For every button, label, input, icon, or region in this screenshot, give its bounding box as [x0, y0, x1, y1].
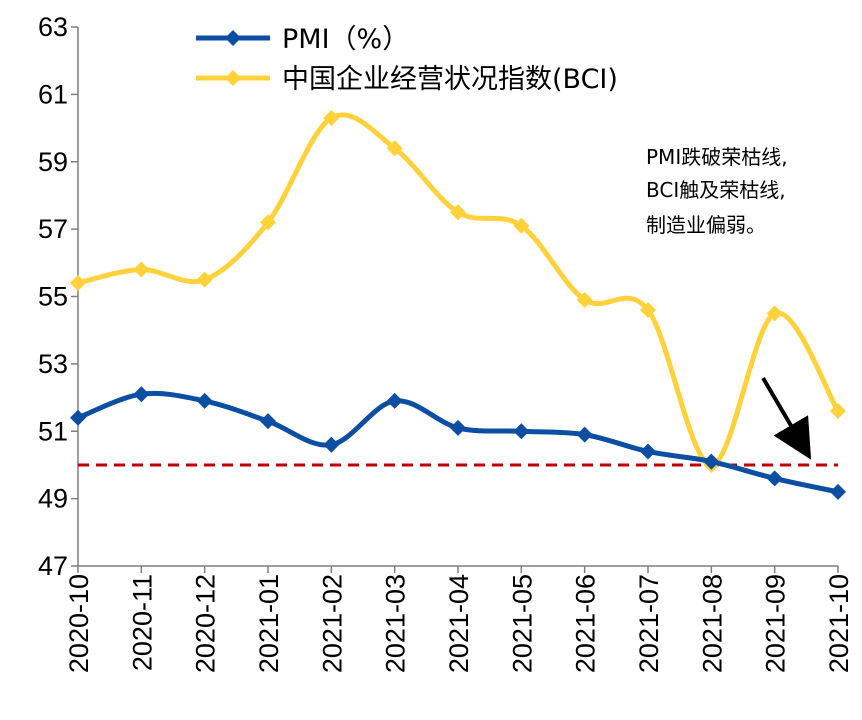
axes-layer: 47 49 51 53 55 57 59 61 63 2020-10 2020-11 2020-12 2… [38, 12, 854, 673]
data-point-bci [70, 275, 86, 292]
annotation-line-3: 制造业偏弱。 [646, 213, 766, 237]
data-point-pmi [386, 392, 403, 409]
data-point-bci [386, 140, 403, 157]
y-tick-label: 61 [38, 79, 68, 109]
annotation: PMI跌破荣枯线, BCI触及荣枯线, 制造业偏弱。 [646, 145, 812, 460]
data-point-bci [196, 271, 213, 288]
x-tick-label: 2020-11 [127, 574, 157, 671]
x-tick-label: 2020-10 [64, 574, 94, 673]
data-point-bci [576, 291, 593, 308]
data-point-pmi [513, 423, 530, 440]
series-line-pmi [75, 390, 841, 495]
x-tick-label: 2021-05 [507, 574, 537, 673]
x-tick-label: 2021-08 [697, 574, 727, 673]
legend-pmi-label: PMI（%） [282, 24, 409, 55]
data-point-bci [830, 403, 846, 420]
annotation-arrow [761, 376, 812, 460]
data-point-bci [513, 217, 530, 234]
x-tick-label: 2021-03 [381, 574, 411, 673]
x-tick-label: 2021-01 [254, 574, 284, 673]
annotation-line-2: BCI触及荣枯线, [646, 178, 786, 202]
y-tick-label: 53 [38, 349, 68, 379]
legend: PMI（%） 中国企业经营状况指数(BCI) [196, 24, 618, 95]
annotation-line-1: PMI跌破荣枯线, [646, 145, 788, 169]
x-tick-label: 2021-07 [634, 574, 664, 673]
data-point-bci [260, 214, 276, 231]
data-point-pmi [260, 413, 276, 430]
y-tick-label: 49 [38, 484, 68, 514]
x-tick-label: 2021-02 [317, 574, 347, 673]
data-point-bci [323, 109, 340, 126]
y-tick-label: 47 [38, 551, 68, 581]
y-tick-label: 59 [38, 147, 68, 177]
data-point-bci [766, 305, 783, 322]
data-point-pmi [766, 470, 783, 487]
x-tick-label: 2021-04 [444, 574, 474, 673]
y-tick-label: 51 [38, 416, 68, 446]
x-tick-label: 2021-10 [824, 574, 854, 673]
data-point-pmi [450, 419, 466, 436]
data-point-pmi [196, 392, 213, 409]
data-point-pmi [640, 443, 656, 460]
data-point-pmi [70, 409, 86, 426]
legend-bci-label: 中国企业经营状况指数(BCI) [282, 64, 618, 95]
y-tick-label: 55 [38, 282, 68, 312]
legend-bci-marker [225, 70, 241, 86]
data-point-pmi [703, 453, 720, 470]
data-point-bci [640, 301, 656, 318]
x-tick-label: 2020-12 [191, 574, 221, 673]
series-line-bci [75, 112, 841, 468]
x-tick-label: 2021-06 [571, 574, 601, 673]
y-tick-label: 57 [38, 214, 68, 244]
x-tick-label: 2021-09 [761, 574, 791, 673]
data-point-pmi [576, 426, 593, 443]
series-layer [70, 109, 846, 500]
data-point-pmi [830, 483, 846, 500]
legend-pmi-marker [225, 30, 241, 46]
data-point-pmi [323, 436, 340, 453]
y-tick-label: 63 [38, 12, 68, 42]
data-point-bci [133, 261, 150, 278]
data-point-bci [450, 204, 466, 221]
data-point-pmi [133, 386, 150, 403]
